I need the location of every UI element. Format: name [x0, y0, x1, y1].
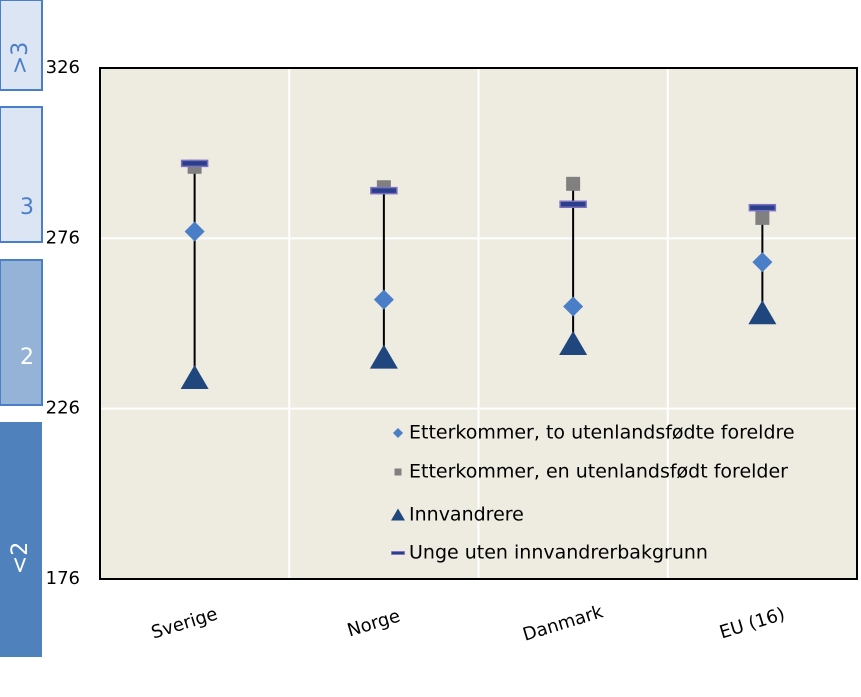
data-point	[566, 176, 581, 191]
y-tick-label: 226	[46, 398, 80, 419]
legend-swatch	[394, 468, 402, 476]
x-tick-label: Norge	[345, 606, 403, 642]
x-tick-label: Danmark	[520, 601, 606, 645]
data-point	[748, 203, 777, 212]
data-point	[184, 221, 205, 242]
data-point	[755, 210, 770, 225]
legend-label: Etterkommer, en utenlandsfødt forelder	[409, 461, 788, 483]
level-label: >3	[8, 42, 33, 74]
x-tick-label: EU (16)	[717, 604, 787, 644]
y-tick-label: 276	[46, 227, 80, 248]
level-box	[0, 259, 43, 406]
legend-swatch	[393, 428, 403, 438]
legend-marker	[393, 428, 403, 438]
legend-swatch	[391, 551, 405, 555]
y-tick-label: 176	[46, 568, 80, 589]
data-point	[563, 296, 584, 317]
level-label: <2	[8, 542, 33, 574]
data-point	[370, 186, 398, 195]
x-tick-label: Sverige	[149, 604, 220, 644]
level-box	[0, 422, 42, 657]
data-point	[373, 289, 394, 310]
legend: Etterkommer, to utenlandsfødte foreldre E…	[391, 422, 795, 564]
legend-label: Innvandrere	[409, 504, 524, 526]
legend-marker	[391, 508, 405, 521]
plot-border	[99, 67, 858, 580]
data-point	[180, 365, 209, 390]
data-point	[559, 330, 588, 355]
legend-label: Unge uten innvandrerbakgrunn	[409, 542, 708, 564]
data-point	[748, 300, 777, 325]
data-point	[369, 344, 398, 369]
level-label: 2	[20, 345, 34, 370]
legend-marker	[394, 468, 402, 476]
data-point	[559, 200, 587, 209]
y-tick-label: 326	[46, 57, 80, 78]
level-label: 3	[20, 195, 34, 220]
level-box	[0, 106, 43, 243]
legend-swatch	[391, 508, 405, 521]
legend-marker	[391, 551, 405, 555]
data-point	[752, 252, 773, 273]
legend-label: Etterkommer, to utenlandsfødte foreldre	[409, 422, 795, 444]
level-box	[0, 0, 43, 91]
data-point	[180, 159, 209, 168]
